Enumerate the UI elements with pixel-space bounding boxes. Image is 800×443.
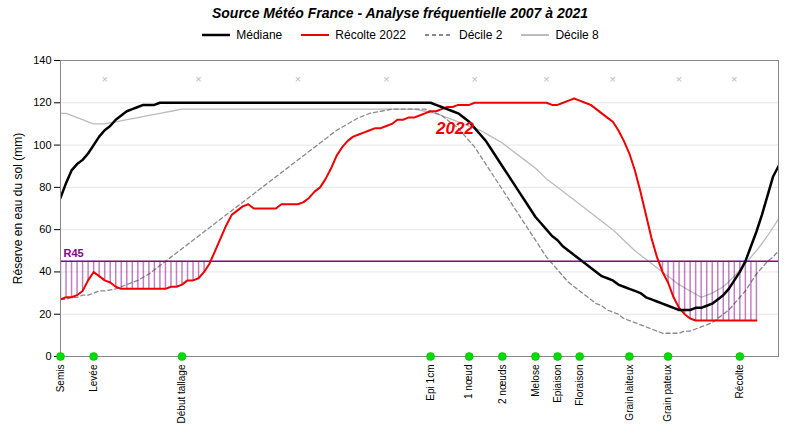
svg-text:×: ×: [295, 73, 301, 85]
svg-text:1 nœud: 1 nœud: [463, 365, 474, 399]
svg-text:2 nœuds: 2 nœuds: [497, 365, 508, 404]
svg-text:×: ×: [101, 73, 107, 85]
svg-text:×: ×: [731, 73, 737, 85]
svg-text:0: 0: [45, 350, 51, 362]
svg-text:R45: R45: [64, 247, 84, 259]
svg-text:×: ×: [195, 73, 201, 85]
svg-text:20: 20: [39, 308, 51, 320]
svg-text:40: 40: [39, 265, 51, 277]
svg-text:80: 80: [39, 181, 51, 193]
svg-text:Grain laiteux: Grain laiteux: [624, 365, 635, 421]
svg-text:140: 140: [33, 54, 51, 66]
svg-text:×: ×: [610, 73, 616, 85]
svg-text:60: 60: [39, 223, 51, 235]
svg-text:Début tallage: Début tallage: [176, 364, 187, 423]
html-text:Décile 2: Décile 2: [459, 28, 503, 42]
svg-text:Semis: Semis: [55, 365, 66, 393]
svg-text:Melose: Melose: [530, 364, 541, 397]
svg-text:×: ×: [472, 73, 478, 85]
svg-text:×: ×: [383, 73, 389, 85]
svg-text:100: 100: [33, 139, 51, 151]
svg-text:2022: 2022: [435, 119, 474, 138]
html-text:Médiane: Médiane: [236, 28, 283, 42]
svg-text:Récolte: Récolte: [734, 364, 745, 398]
html-text:Récolte 2022: Récolte 2022: [335, 28, 406, 42]
html-text:Source Météo France - Analyse: Source Météo France - Analyse fréquentie…: [212, 5, 588, 21]
svg-text:Grain pateux: Grain pateux: [662, 365, 673, 422]
svg-text:120: 120: [33, 96, 51, 108]
svg-text:×: ×: [543, 73, 549, 85]
svg-text:×: ×: [676, 73, 682, 85]
svg-text:Epi 1cm: Epi 1cm: [425, 365, 436, 401]
svg-text:Réserve en eau du sol (mm): Réserve en eau du sol (mm): [11, 133, 25, 284]
svg-text:Epiaison: Epiaison: [552, 365, 563, 403]
html-text:Décile 8: Décile 8: [555, 28, 599, 42]
svg-text:Floraison: Floraison: [574, 365, 585, 406]
svg-text:Levée: Levée: [88, 364, 99, 392]
